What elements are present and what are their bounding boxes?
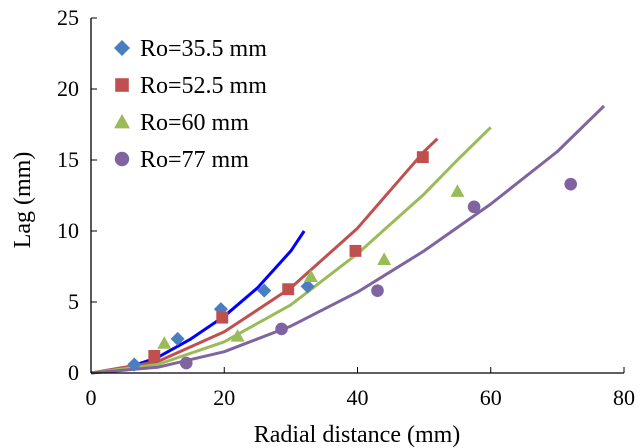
legend-label: Ro=77 mm: [140, 147, 249, 173]
plot-area: [91, 18, 624, 373]
legend-marker-triangle: [114, 114, 130, 129]
x-tick-label: 20: [213, 385, 235, 410]
y-tick-label: 5: [68, 289, 79, 314]
x-tick-label: 0: [86, 385, 97, 410]
data-point-triangle: [230, 329, 245, 342]
data-point-square: [282, 283, 295, 296]
data-point-diamond: [170, 331, 185, 346]
x-axis-label: Radial distance (mm): [254, 422, 461, 448]
y-tick-label: 15: [57, 147, 79, 172]
fit-curve: [90, 104, 606, 375]
data-point-circle: [275, 322, 288, 336]
legend-marker-diamond: [114, 40, 130, 56]
legend-label: Ro=35.5 mm: [140, 36, 267, 62]
y-tick-label: 0: [68, 360, 79, 385]
plot-background: [91, 18, 624, 373]
x-tick-label: 60: [480, 385, 502, 410]
data-point-circle: [179, 356, 193, 370]
y-tick-label: 10: [57, 218, 79, 243]
legend-label: Ro=60 mm: [140, 110, 249, 136]
data-point-triangle: [450, 184, 465, 197]
data-point-diamond: [257, 283, 272, 298]
legend-marker-square: [115, 78, 129, 92]
data-point-square: [349, 244, 362, 257]
data-point-triangle: [157, 336, 172, 349]
data-point-triangle: [377, 252, 392, 265]
x-tick-label: 40: [347, 385, 369, 410]
y-axis-label: Lag (mm): [10, 152, 36, 249]
data-point-square: [216, 311, 229, 324]
data-point-circle: [564, 177, 577, 191]
legend: Ro=35.5 mm Ro=52.5 mm Ro=60 mm Ro=77 mm: [114, 36, 267, 173]
data-point-circle: [371, 284, 384, 297]
y-tick-label: 25: [57, 5, 79, 30]
data-point-diamond: [127, 357, 142, 372]
axes: [90, 17, 625, 374]
legend-label: Ro=52.5 mm: [140, 73, 267, 99]
data-point-triangle: [303, 269, 318, 283]
legend-marker-circle: [114, 151, 130, 167]
x-tick-label: 80: [613, 385, 635, 410]
data-point-diamond: [300, 279, 315, 294]
data-point-square: [148, 350, 161, 362]
fit-curve: [90, 126, 492, 375]
data-point-square: [416, 151, 429, 164]
tick-labels: 0 20 40 60 80 0 5 10 15 20 25: [57, 5, 635, 410]
data-markers: [127, 151, 577, 372]
data-point-circle: [467, 200, 481, 214]
y-tick-label: 20: [57, 76, 79, 101]
